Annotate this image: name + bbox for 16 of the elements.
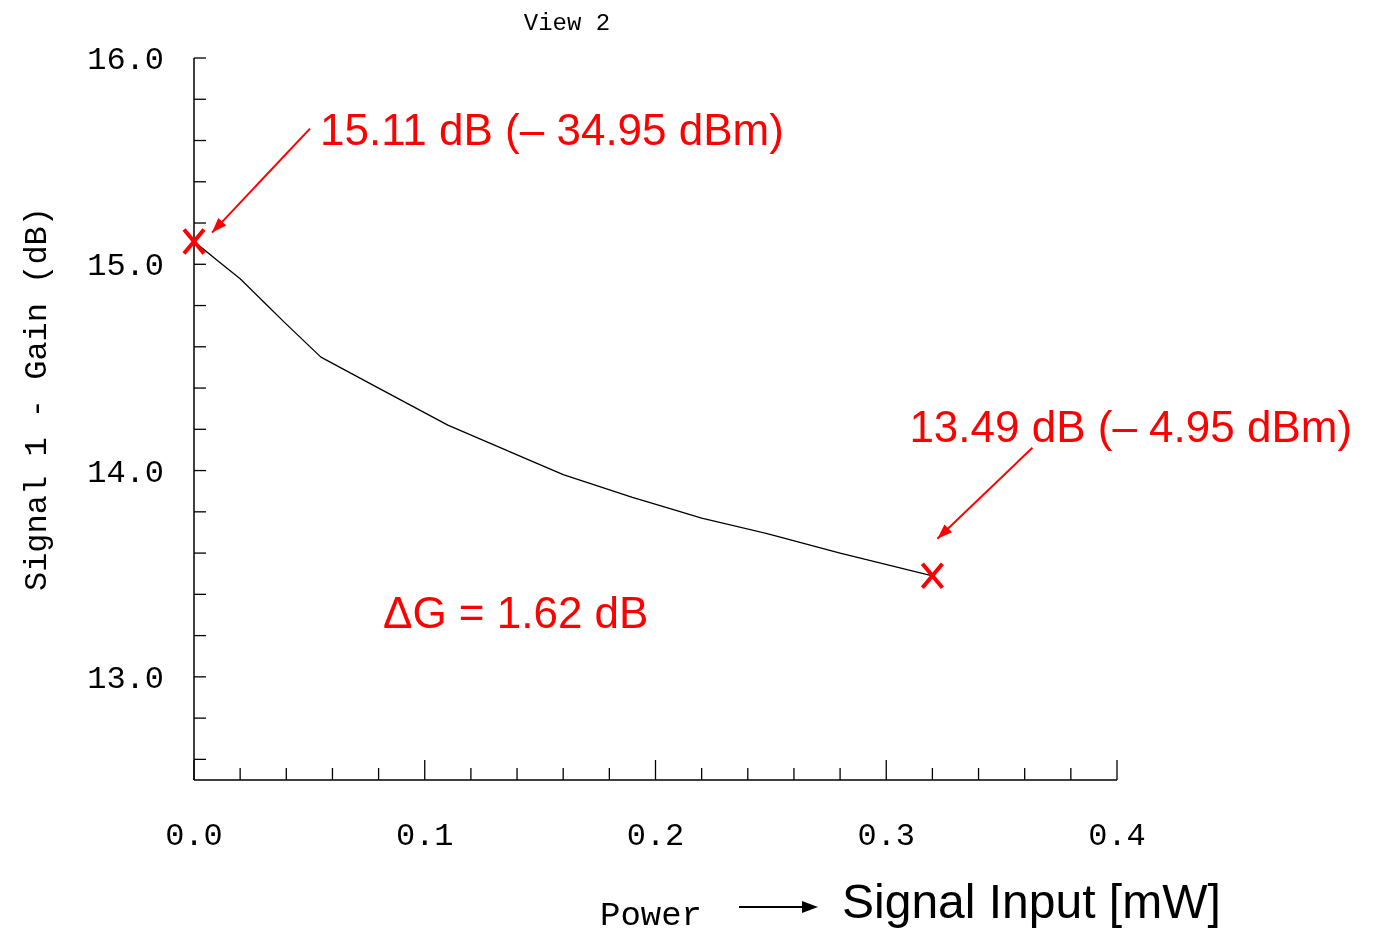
annotation: 13.49 dB (– 4.95 dBm) (909, 401, 1353, 451)
x-tick-label: 0.3 (857, 818, 916, 855)
x-axis-title: Power (599, 897, 703, 935)
x-tick-label: 0.0 (165, 818, 223, 855)
y-tick-label: 15.0 (87, 248, 164, 286)
x-tick-label: 0.4 (1088, 818, 1146, 855)
text: Signal Input [mW] (842, 875, 1221, 928)
y-tick-label: 13.0 (87, 660, 164, 698)
y-tick-label: 14.0 (87, 454, 164, 492)
chart-title: View 2 (523, 10, 611, 37)
annotation: ΔG = 1.62 dB (383, 588, 649, 637)
x-tick-label: 0.1 (395, 818, 454, 855)
y-tick-label: 16.0 (87, 42, 164, 79)
y-axis-title: Signal 1 - Gain (dB) (19, 206, 56, 592)
x-tick-label: 0.2 (626, 818, 685, 855)
annotation: 15.11 dB (– 34.95 dBm) (320, 104, 784, 154)
